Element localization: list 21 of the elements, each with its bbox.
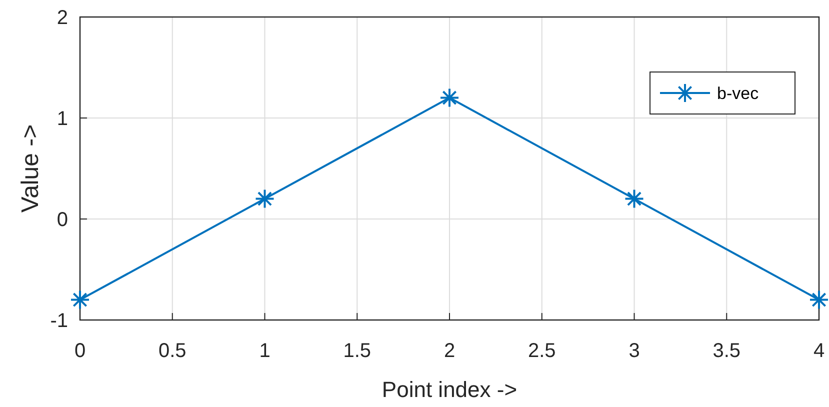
point (809, 290, 829, 310)
x-tick-label: 3 (628, 340, 640, 362)
x-tick-label: 3.5 (712, 340, 741, 362)
x-tick-label: 0 (74, 340, 86, 362)
x-tick-label: 2.5 (528, 340, 556, 362)
y-tick-label: 0 (56, 209, 68, 231)
y-tick-label: 1 (56, 108, 68, 130)
legend-label: b-vec (717, 84, 760, 103)
point (624, 188, 644, 209)
x-axis-title: Point index -> (382, 377, 518, 402)
x-tick-label: 1 (259, 340, 270, 362)
x-tick-label: 1.5 (343, 340, 372, 362)
x-tick-label: 0.5 (158, 340, 186, 362)
x-tick-label: 2 (444, 340, 456, 362)
point (440, 88, 460, 108)
point (254, 188, 275, 209)
x-tick-label: 4 (813, 340, 825, 362)
y-tick-label: -1 (50, 310, 68, 332)
y-tick-label: 2 (56, 7, 68, 29)
y-axis-title: Value -> (17, 124, 44, 213)
point (70, 290, 90, 310)
